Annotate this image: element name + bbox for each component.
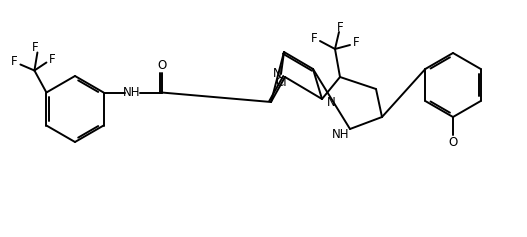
Text: O: O	[157, 59, 166, 72]
Text: Cl: Cl	[275, 76, 287, 88]
Text: F: F	[353, 36, 359, 49]
Text: F: F	[337, 20, 343, 33]
Text: NH: NH	[123, 86, 140, 99]
Text: O: O	[448, 136, 457, 149]
Text: NH: NH	[332, 128, 350, 141]
Text: F: F	[11, 55, 18, 68]
Text: F: F	[311, 32, 317, 45]
Text: N: N	[327, 96, 335, 109]
Text: F: F	[49, 53, 56, 66]
Text: F: F	[32, 41, 38, 54]
Text: N: N	[272, 67, 281, 79]
